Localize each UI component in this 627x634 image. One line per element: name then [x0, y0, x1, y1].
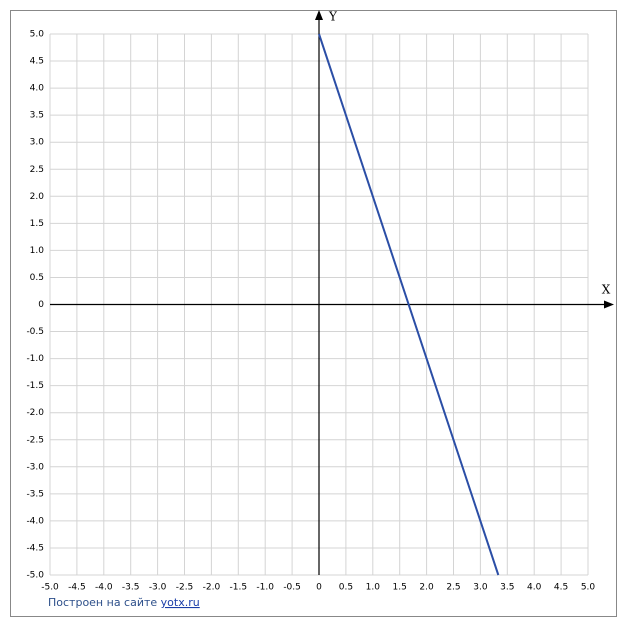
x-tick-label: 3.5	[500, 583, 514, 593]
x-tick-label: -3.5	[122, 583, 140, 593]
y-tick-label: 1.5	[30, 219, 44, 229]
x-tick-label: -3.0	[149, 583, 167, 593]
x-tick-label: 0	[316, 583, 322, 593]
x-axis-label: X	[602, 283, 611, 297]
x-tick-label: 5.0	[581, 583, 596, 593]
y-tick-label: 2.5	[30, 165, 44, 175]
footer-text: Построен на сайте	[48, 596, 157, 609]
x-tick-label: 4.5	[554, 583, 568, 593]
y-tick-label: 2.0	[30, 192, 45, 202]
x-arrow	[604, 300, 614, 309]
y-tick-label: -4.0	[26, 516, 44, 526]
x-tick-label: -1.0	[256, 583, 274, 593]
y-tick-label: 4.5	[30, 57, 44, 67]
y-tick-label: 4.0	[30, 84, 45, 94]
x-tick-label: 1.0	[366, 583, 381, 593]
y-tick-label: 3.0	[30, 138, 45, 148]
y-tick-label: -5.0	[26, 571, 44, 581]
x-tick-label: 3.0	[473, 583, 488, 593]
x-tick-label: -2.0	[203, 583, 221, 593]
frame	[10, 10, 617, 617]
y-axis-label: Y	[328, 10, 338, 24]
x-tick-label: 2.0	[419, 583, 434, 593]
x-tick-label: 2.5	[446, 583, 460, 593]
y-tick-label: -3.0	[26, 462, 44, 472]
x-tick-label: 0.5	[339, 583, 353, 593]
y-arrow	[315, 10, 323, 20]
x-tick-label: 4.0	[527, 583, 542, 593]
y-tick-label: -1.0	[26, 354, 44, 364]
x-tick-label: -4.0	[95, 583, 113, 593]
y-tick-label: -2.5	[26, 435, 44, 445]
x-tick-label: -4.5	[68, 583, 86, 593]
x-tick-label: -5.0	[41, 583, 59, 593]
y-tick-label: 5.0	[30, 30, 45, 40]
data-line	[318, 33, 500, 576]
y-tick-label: -1.5	[26, 381, 44, 391]
footer: Построен на сайте yotx.ru	[48, 596, 200, 609]
y-tick-label: -4.5	[26, 543, 44, 553]
x-tick-label: 1.5	[393, 583, 407, 593]
y-tick-label: -0.5	[26, 327, 44, 337]
y-tick-label: -2.0	[26, 408, 44, 418]
y-tick-label: 1.0	[30, 246, 45, 256]
y-tick-label: -3.5	[26, 489, 44, 499]
footer-link[interactable]: yotx.ru	[161, 596, 200, 609]
y-tick-label: 3.5	[30, 111, 44, 121]
x-tick-label: -2.5	[176, 583, 194, 593]
y-tick-label: 0	[38, 300, 44, 310]
y-tick-label: 0.5	[30, 273, 44, 283]
x-tick-label: -0.5	[283, 583, 301, 593]
x-tick-label: -1.5	[230, 583, 248, 593]
